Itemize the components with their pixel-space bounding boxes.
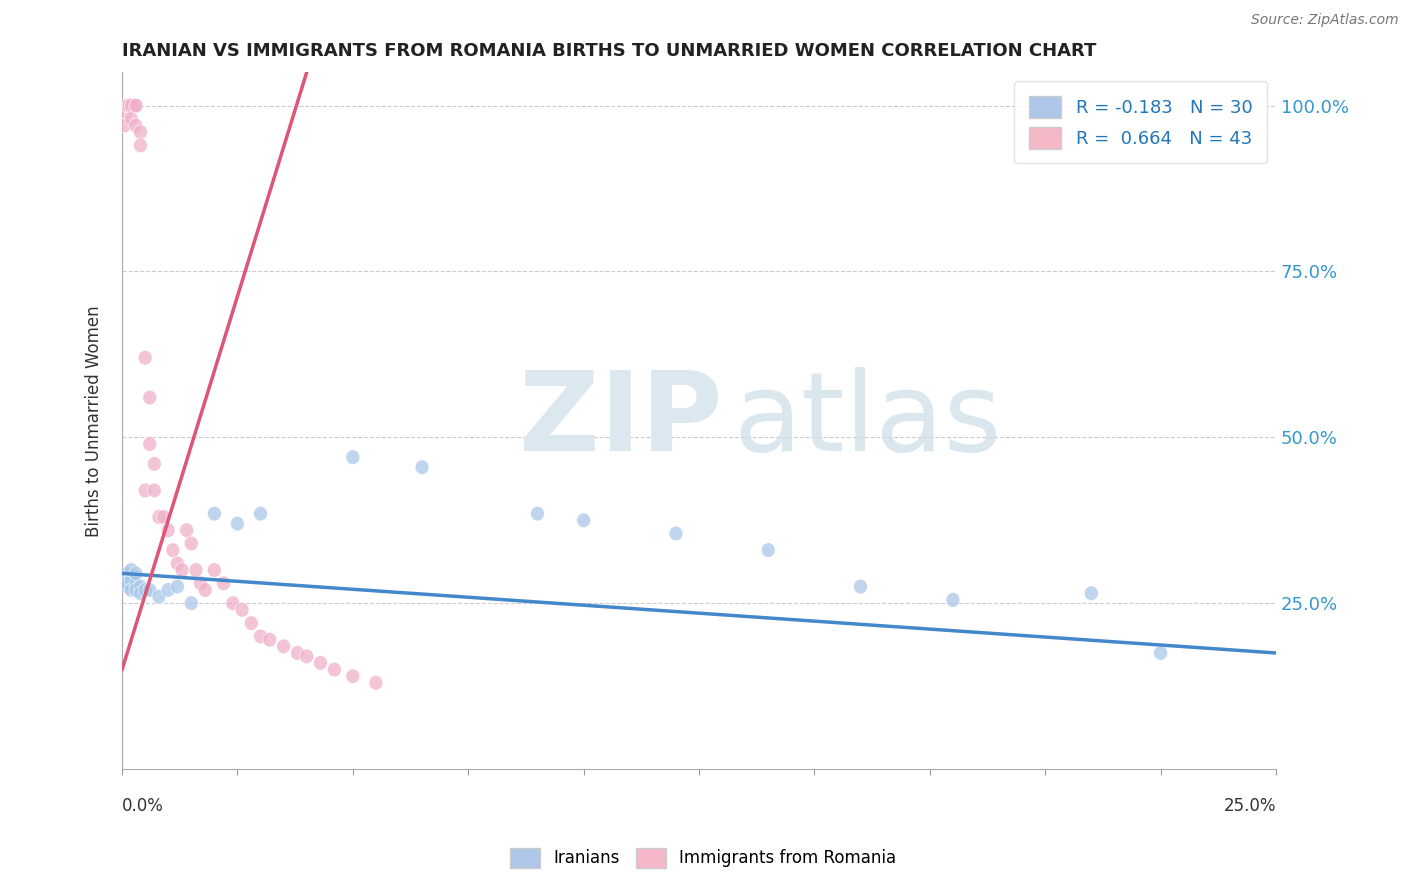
Text: 0.0%: 0.0%	[122, 797, 165, 815]
Y-axis label: Births to Unmarried Women: Births to Unmarried Women	[86, 305, 103, 537]
Legend: Iranians, Immigrants from Romania: Iranians, Immigrants from Romania	[503, 841, 903, 875]
Text: IRANIAN VS IMMIGRANTS FROM ROMANIA BIRTHS TO UNMARRIED WOMEN CORRELATION CHART: IRANIAN VS IMMIGRANTS FROM ROMANIA BIRTH…	[122, 42, 1097, 60]
Text: atlas: atlas	[734, 368, 1002, 475]
Text: 25.0%: 25.0%	[1223, 797, 1277, 815]
Text: Source: ZipAtlas.com: Source: ZipAtlas.com	[1251, 13, 1399, 28]
Legend: R = -0.183   N = 30, R =  0.664   N = 43: R = -0.183 N = 30, R = 0.664 N = 43	[1014, 81, 1267, 163]
Text: ZIP: ZIP	[519, 368, 723, 475]
